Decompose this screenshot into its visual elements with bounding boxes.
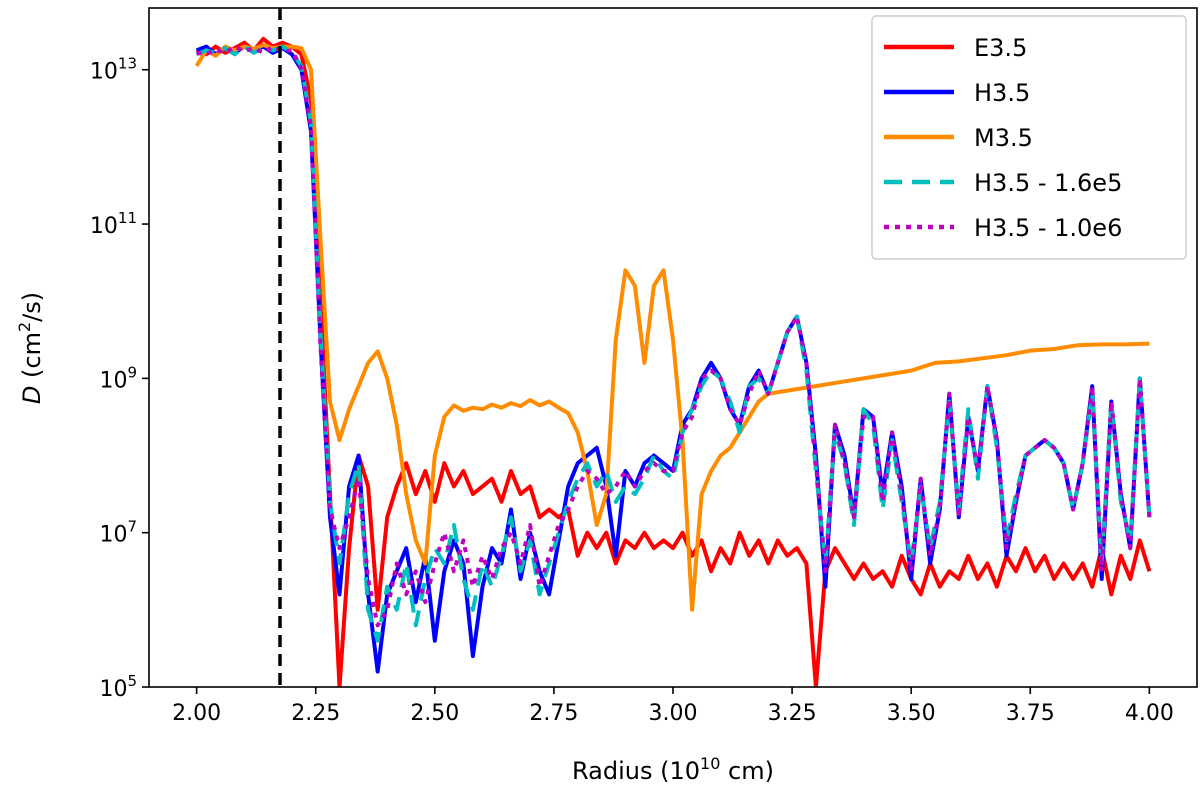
series-layer xyxy=(194,36,1152,687)
y-axis-label: D (cm2/s) xyxy=(15,292,46,404)
legend-label-0: E3.5 xyxy=(974,34,1027,62)
legend: E3.5 H3.5 M3.5 H3.5 - 1.6e5 H3.5 - 1.0e6 xyxy=(871,15,1187,260)
y-tick-label: 1013 xyxy=(90,55,137,85)
x-tick-label: 4.00 xyxy=(1125,701,1174,726)
series-line-0 xyxy=(195,36,1152,687)
legend-label-3: H3.5 - 1.6e5 xyxy=(974,169,1122,197)
legend-box xyxy=(871,15,1187,260)
x-tick-label: 2.25 xyxy=(291,701,340,726)
legend-label-4: H3.5 - 1.0e6 xyxy=(974,214,1122,242)
x-axis-label: Radius (1010 cm) xyxy=(572,754,774,785)
y-tick-label: 107 xyxy=(99,518,137,548)
y-tick-label: 109 xyxy=(99,363,137,393)
y-axis: 105 107 109 1011 1013 xyxy=(90,55,149,702)
y-tick-label: 1011 xyxy=(90,209,137,239)
series-line-2 xyxy=(194,43,1150,612)
series-line-4 xyxy=(196,44,1152,628)
legend-label-2: M3.5 xyxy=(974,124,1033,152)
x-tick-label: 3.75 xyxy=(1006,701,1055,726)
x-tick-label: 3.50 xyxy=(887,701,936,726)
x-tick-label: 3.00 xyxy=(649,701,698,726)
x-tick-label: 2.00 xyxy=(172,701,221,726)
x-axis: 2.00 2.25 2.50 2.75 3.00 3.25 3.50 3.75 4.00 xyxy=(172,687,1174,726)
x-tick-label: 2.50 xyxy=(410,701,459,726)
x-tick-label: 2.75 xyxy=(529,701,578,726)
x-tick-label: 3.25 xyxy=(768,701,817,726)
legend-label-1: H3.5 xyxy=(974,79,1030,107)
y-tick-label: 105 xyxy=(99,672,137,702)
